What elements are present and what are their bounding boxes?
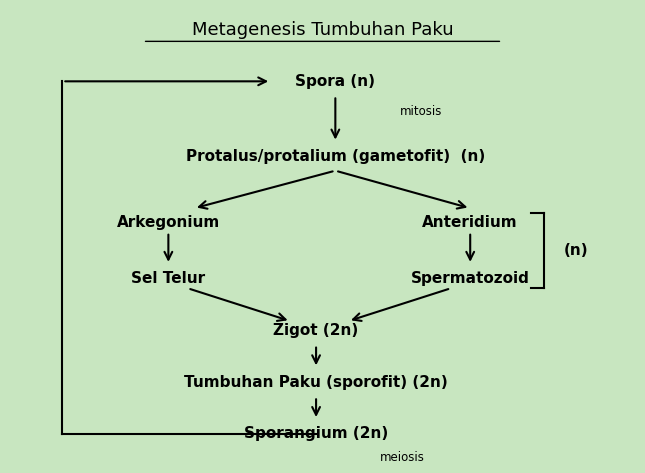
Text: Spora (n): Spora (n) xyxy=(295,74,375,89)
Text: (n): (n) xyxy=(564,243,588,258)
Text: mitosis: mitosis xyxy=(399,105,442,118)
Text: Sel Telur: Sel Telur xyxy=(132,272,205,286)
Text: Spermatozoid: Spermatozoid xyxy=(411,272,530,286)
Text: Tumbuhan Paku (sporofit) (2n): Tumbuhan Paku (sporofit) (2n) xyxy=(184,375,448,390)
Text: Sporangium (2n): Sporangium (2n) xyxy=(244,427,388,441)
Text: meiosis: meiosis xyxy=(381,451,425,464)
Text: Arkegonium: Arkegonium xyxy=(117,215,220,230)
Text: Protalus/protalium (gametofit)  (n): Protalus/protalium (gametofit) (n) xyxy=(186,149,485,164)
Text: Metagenesis Tumbuhan Paku: Metagenesis Tumbuhan Paku xyxy=(192,21,453,39)
Text: Zigot (2n): Zigot (2n) xyxy=(273,323,359,338)
Text: Anteridium: Anteridium xyxy=(422,215,518,230)
